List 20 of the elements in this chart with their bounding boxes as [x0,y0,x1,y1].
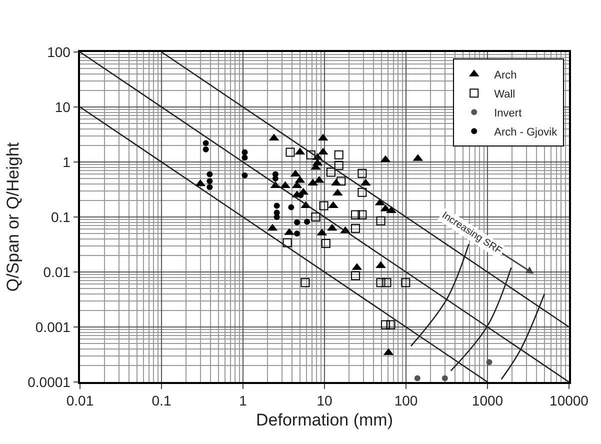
y-tick-label: 0.0001 [28,374,71,390]
y-tick-label: 0.01 [43,264,71,280]
x-tick-label: 100 [394,392,418,409]
legend-label: Wall [494,88,516,100]
x-axis-title: Deformation (mm) [256,410,393,430]
x-tick-label: 1 [239,392,248,409]
y-tick-label: 100 [47,44,71,60]
x-tick-label: 10000 [550,392,589,409]
legend-label: Arch - Gjovik [494,126,558,138]
x-tick-label: 0.1 [152,392,172,409]
y-tick-label: 0.1 [50,208,71,225]
y-axis-title: Q/Span or Q/Height [4,142,23,292]
legend-label: Invert [494,107,522,120]
x-tick-label: 0.01 [66,392,94,409]
legend-label: Arch [494,69,517,82]
x-tick-label: 10 [316,392,332,409]
y-tick-label: 10 [54,98,71,115]
x-tick-label: 1000 [472,392,504,409]
y-tick-label: 0.001 [35,318,71,335]
y-tick-label: 1 [62,154,71,170]
